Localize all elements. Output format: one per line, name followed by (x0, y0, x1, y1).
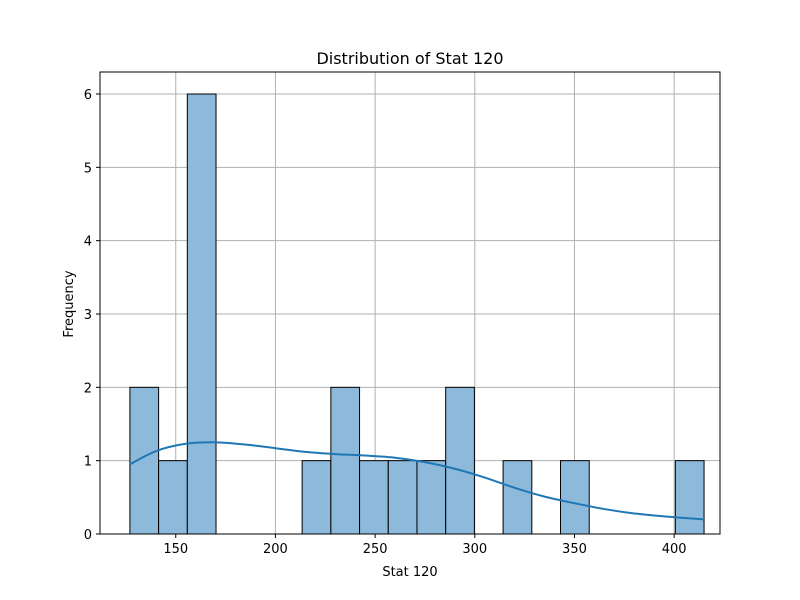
histogram-bar-2 (186, 93, 217, 535)
y-tick-label-0: 0 (84, 528, 92, 543)
y-axis-title: Frequency (62, 270, 77, 337)
histogram-bar-8 (359, 460, 389, 535)
kde-layer (129, 441, 705, 521)
x-tick-label-1: 200 (263, 542, 288, 557)
histogram-bar-6 (301, 460, 332, 535)
histogram-bar-0 (129, 386, 160, 535)
y-tick-label-2: 2 (84, 381, 92, 396)
histogram-bar-10 (416, 460, 447, 535)
histogram-bar-13 (502, 460, 533, 535)
histogram-bar-1 (158, 460, 188, 535)
chart-title: Distribution of Stat 120 (316, 49, 503, 68)
histogram-bar-15 (560, 460, 590, 535)
x-tick-label-0: 150 (163, 542, 188, 557)
ticks-layer: 150 200 250 300 350 400 0 1 2 3 4 5 6 (84, 88, 687, 557)
kde-curve (129, 441, 705, 521)
histogram-bar-9 (387, 460, 418, 535)
plot-frame (99, 71, 721, 535)
y-tick-label-1: 1 (84, 455, 92, 470)
x-tick-label-3: 300 (462, 542, 487, 557)
x-axis-title: Stat 120 (382, 565, 437, 580)
y-tick-label-3: 3 (84, 308, 92, 323)
histogram-bar-7 (330, 386, 361, 535)
y-tick-label-6: 6 (84, 88, 92, 103)
histogram-bar-19 (674, 460, 705, 535)
x-tick-label-2: 250 (363, 542, 388, 557)
x-tick-label-4: 350 (562, 542, 587, 557)
y-tick-label-5: 5 (84, 161, 92, 176)
x-tick-label-5: 400 (662, 542, 687, 557)
histogram-bar-11 (445, 386, 475, 535)
y-tick-label-4: 4 (84, 235, 92, 250)
